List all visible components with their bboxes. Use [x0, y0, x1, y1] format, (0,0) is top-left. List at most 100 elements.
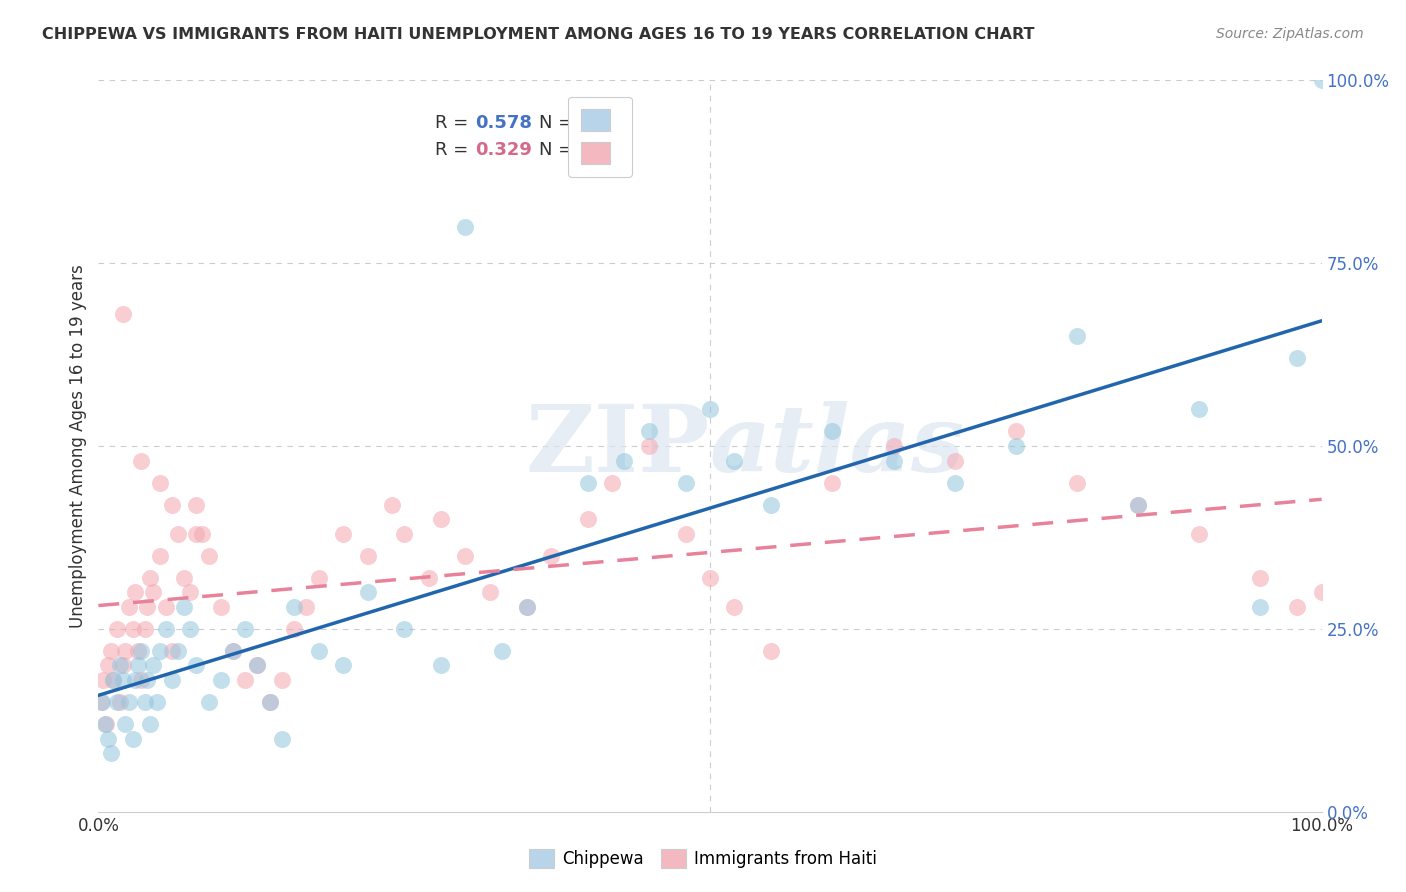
Point — [1004, 439, 1026, 453]
Point — [392, 622, 416, 636]
Point — [179, 585, 201, 599]
Point — [600, 475, 623, 490]
Point — [173, 571, 195, 585]
Point — [283, 622, 305, 636]
Point — [142, 658, 165, 673]
Point — [1128, 498, 1150, 512]
Point — [1250, 599, 1272, 614]
Point — [91, 673, 114, 687]
Point — [1286, 599, 1309, 614]
Point — [270, 673, 294, 687]
Point — [111, 307, 134, 321]
Point — [332, 658, 354, 673]
Point — [699, 402, 721, 417]
Point — [540, 549, 562, 563]
Point — [90, 695, 112, 709]
Point — [93, 717, 115, 731]
Point — [259, 695, 281, 709]
Point — [155, 622, 177, 636]
Point — [516, 599, 538, 614]
Point — [723, 599, 745, 614]
Text: N =: N = — [538, 113, 579, 132]
Point — [149, 644, 172, 658]
Point — [1188, 526, 1211, 541]
Point — [454, 549, 477, 563]
Point — [101, 673, 124, 687]
Point — [761, 644, 783, 658]
Point — [160, 644, 183, 658]
Point — [209, 673, 232, 687]
Point — [110, 695, 132, 709]
Point — [246, 658, 269, 673]
Point — [134, 622, 156, 636]
Point — [110, 658, 132, 673]
Point — [101, 673, 124, 687]
Text: ZIP: ZIP — [526, 401, 710, 491]
Text: R =: R = — [434, 141, 474, 159]
Point — [100, 746, 122, 760]
Point — [259, 695, 281, 709]
Point — [1250, 571, 1272, 585]
Point — [124, 585, 146, 599]
Point — [91, 695, 114, 709]
Point — [114, 717, 136, 731]
Text: 0.329: 0.329 — [475, 141, 531, 159]
Point — [100, 644, 122, 658]
Point — [197, 549, 219, 563]
Point — [139, 571, 162, 585]
Point — [821, 475, 844, 490]
Point — [356, 549, 378, 563]
Point — [1066, 329, 1088, 343]
Point — [97, 731, 120, 746]
Point — [675, 475, 697, 490]
Point — [129, 673, 152, 687]
Point — [139, 717, 162, 731]
Point — [186, 658, 208, 673]
Point — [160, 673, 183, 687]
Point — [761, 498, 783, 512]
Point — [576, 475, 599, 490]
Point — [1188, 402, 1211, 417]
Point — [97, 658, 120, 673]
Point — [430, 658, 453, 673]
Text: atlas: atlas — [710, 401, 966, 491]
Point — [191, 526, 214, 541]
Point — [454, 219, 477, 234]
Point — [943, 475, 966, 490]
Point — [136, 599, 159, 614]
Point — [516, 599, 538, 614]
Text: Source: ZipAtlas.com: Source: ZipAtlas.com — [1216, 27, 1364, 41]
Point — [94, 717, 117, 731]
Point — [1066, 475, 1088, 490]
Point — [118, 695, 141, 709]
Point — [111, 673, 134, 687]
Text: 0.578: 0.578 — [475, 113, 533, 132]
Point — [105, 695, 128, 709]
Point — [179, 622, 201, 636]
Point — [197, 695, 219, 709]
Point — [134, 695, 156, 709]
Point — [1310, 585, 1333, 599]
Point — [173, 599, 195, 614]
Point — [637, 425, 661, 439]
Point — [637, 439, 661, 453]
Point — [699, 571, 721, 585]
Legend: , : , — [568, 96, 631, 177]
Point — [233, 622, 256, 636]
Point — [142, 585, 165, 599]
Point — [209, 599, 232, 614]
Point — [129, 644, 152, 658]
Point — [222, 644, 245, 658]
Point — [1310, 73, 1333, 87]
Point — [270, 731, 294, 746]
Point — [160, 498, 183, 512]
Point — [222, 644, 245, 658]
Point — [675, 526, 697, 541]
Point — [332, 526, 354, 541]
Point — [392, 526, 416, 541]
Legend: Chippewa, Immigrants from Haiti: Chippewa, Immigrants from Haiti — [523, 843, 883, 875]
Point — [430, 512, 453, 526]
Point — [295, 599, 318, 614]
Text: CHIPPEWA VS IMMIGRANTS FROM HAITI UNEMPLOYMENT AMONG AGES 16 TO 19 YEARS CORRELA: CHIPPEWA VS IMMIGRANTS FROM HAITI UNEMPL… — [42, 27, 1035, 42]
Point — [883, 453, 905, 467]
